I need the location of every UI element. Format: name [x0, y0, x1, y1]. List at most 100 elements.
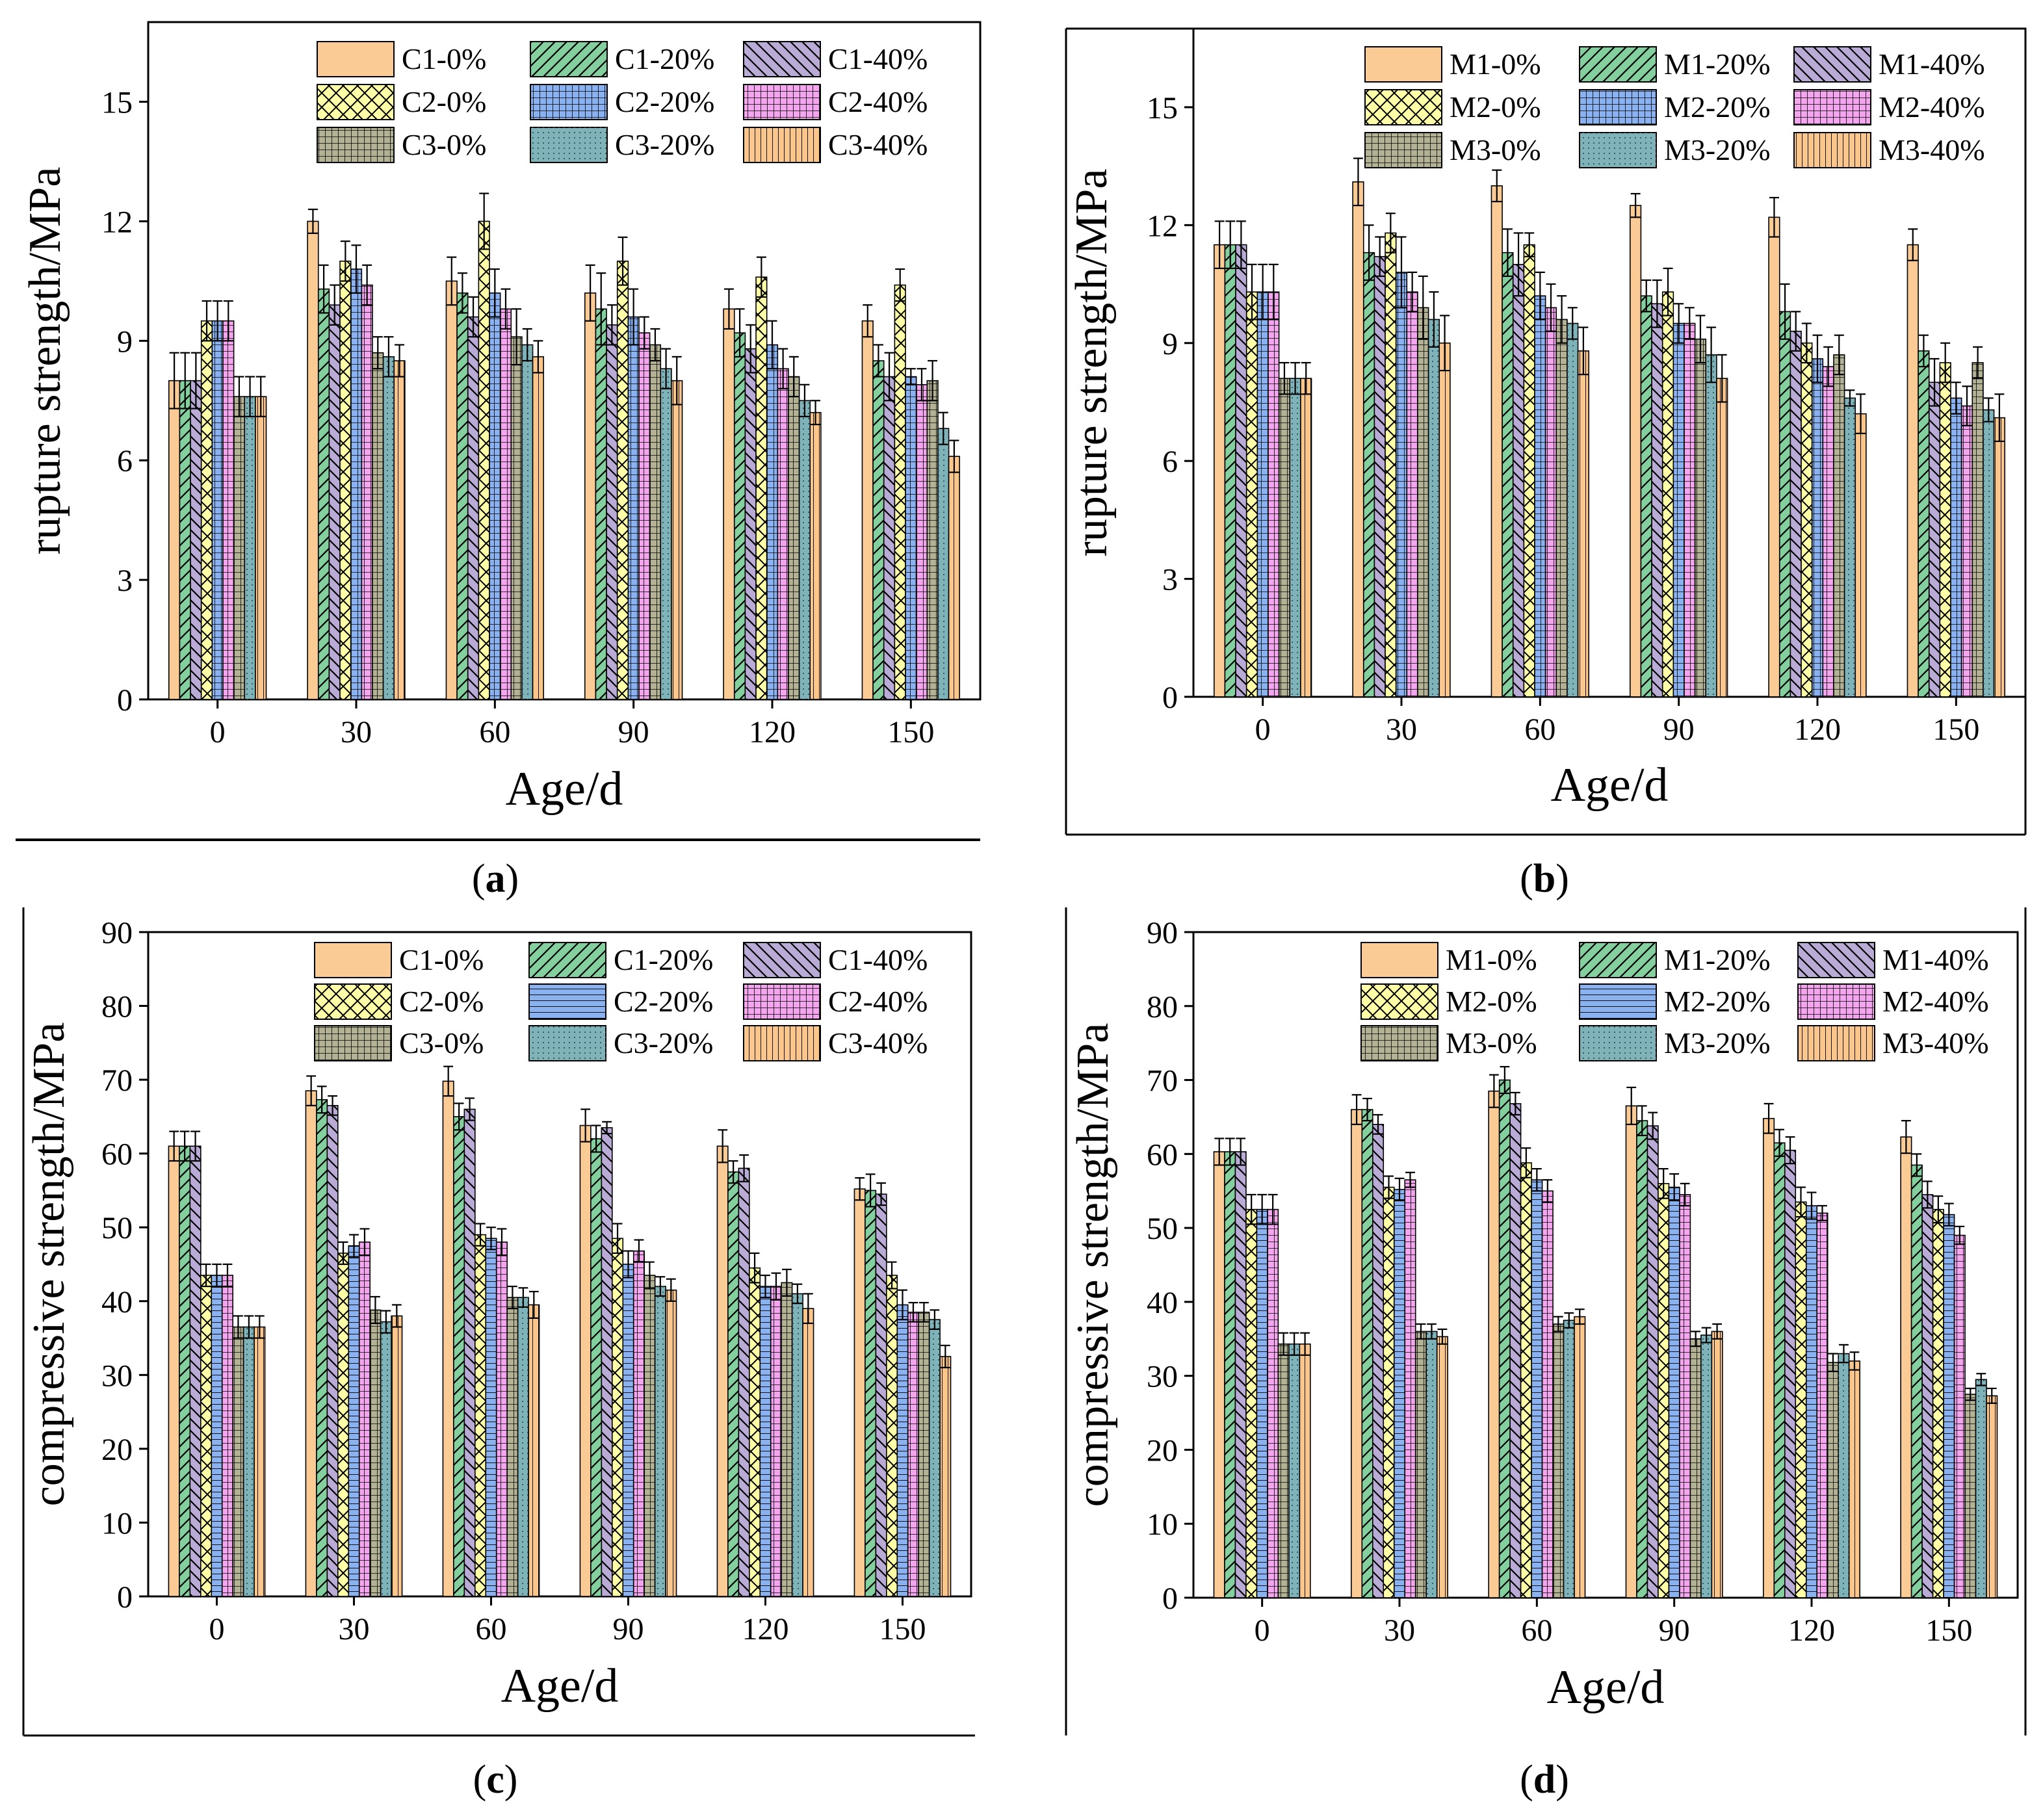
- bar-hatch: [1929, 382, 1940, 697]
- y-tick-label: 90: [1147, 916, 1178, 950]
- bar-m1-0pct-age-150: [1900, 1136, 1912, 1598]
- y-tick-label: 3: [1162, 563, 1178, 597]
- error-bar: [1648, 1112, 1658, 1140]
- error-bar: [501, 288, 511, 330]
- bar-hatch: [894, 285, 906, 700]
- error-bar: [767, 320, 777, 370]
- error-bar: [863, 304, 873, 338]
- legend-swatch-hatch: [1794, 47, 1871, 82]
- bar-m1-0pct-age-150: [1906, 244, 1919, 697]
- error-bar: [1983, 397, 1994, 422]
- error-bar: [1652, 279, 1662, 328]
- bar-hatch: [1578, 350, 1589, 697]
- error-bar: [746, 324, 756, 374]
- error-bar: [1856, 393, 1866, 434]
- bar-hatch: [738, 1168, 749, 1596]
- x-tick-label: 120: [1794, 712, 1841, 747]
- legend-swatch-hatch: [1794, 133, 1871, 168]
- error-bar: [1440, 315, 1450, 372]
- error-bar: [1524, 232, 1535, 257]
- error-bar: [212, 1263, 222, 1288]
- error-bar: [1427, 1323, 1437, 1340]
- error-bar: [1637, 1105, 1647, 1136]
- bar-hatch: [511, 337, 522, 699]
- legend-label: C2-20%: [615, 85, 714, 118]
- error-bar: [728, 1160, 738, 1184]
- bar-hatch: [1257, 292, 1268, 697]
- bar-hatch: [1965, 1394, 1976, 1598]
- bar-hatch: [655, 1286, 666, 1596]
- y-axis-label: rupture strength/MPa: [20, 167, 70, 555]
- x-tick-label: 150: [879, 1612, 926, 1646]
- bar-hatch: [1911, 1165, 1923, 1598]
- error-bar: [395, 344, 405, 378]
- error-bar: [1986, 1387, 1997, 1404]
- error-bar: [1796, 1186, 1806, 1218]
- bar-hatch: [1827, 1362, 1839, 1598]
- error-bar: [761, 1274, 770, 1299]
- error-bar: [1258, 263, 1268, 320]
- bar-hatch: [1849, 1360, 1860, 1598]
- bar-hatch: [394, 361, 405, 699]
- y-tick-label: 90: [101, 916, 133, 950]
- error-bar: [201, 1263, 211, 1288]
- legend-swatch-hatch: [744, 84, 820, 120]
- bar-hatch: [927, 380, 938, 699]
- error-bar: [1845, 389, 1855, 407]
- bar-hatch: [770, 1286, 782, 1596]
- error-bar: [1834, 334, 1844, 376]
- bar-hatch: [1855, 413, 1866, 697]
- bar-hatch: [1774, 1143, 1785, 1598]
- error-bar: [1384, 1175, 1394, 1199]
- bar-hatch: [348, 1245, 359, 1596]
- x-tick-label: 30: [341, 715, 372, 749]
- x-axis-label: Age/d: [1551, 759, 1669, 812]
- bar-hatch: [391, 1316, 402, 1596]
- error-bar: [905, 368, 916, 385]
- error-bar: [1364, 224, 1374, 281]
- bar-hatch: [486, 1238, 497, 1596]
- x-tick-label: 150: [1932, 712, 1979, 747]
- error-bar: [486, 1227, 496, 1251]
- bar-hatch: [1556, 319, 1567, 697]
- bar-hatch: [1695, 339, 1706, 697]
- legend: C1-0% C1-20% C1-40% C2-0% C2-20% C2-40% C3-0% C…: [314, 942, 928, 1061]
- legend-label: M2-40%: [1879, 90, 1985, 124]
- bar-hatch: [190, 1146, 201, 1596]
- bar-hatch: [1994, 417, 2005, 697]
- legend-label: M1-40%: [1879, 47, 1985, 81]
- bar-hatch: [383, 356, 395, 699]
- bar-hatch: [200, 1275, 212, 1596]
- legend-label: C2-0%: [399, 985, 484, 1018]
- error-bar: [319, 264, 329, 314]
- error-bar: [1502, 228, 1513, 278]
- bar-hatch: [1407, 292, 1418, 697]
- error-bar: [917, 368, 927, 402]
- error-bar: [1775, 1128, 1784, 1157]
- error-bar: [169, 1130, 179, 1162]
- bar-hatch: [590, 1138, 602, 1596]
- error-bar: [457, 272, 467, 314]
- bar-hatch: [745, 348, 757, 699]
- bar-hatch: [1961, 406, 1973, 697]
- error-bar: [778, 348, 788, 390]
- y-tick-label: 50: [1147, 1212, 1178, 1246]
- panel-c-frame: [22, 907, 975, 1737]
- bar-hatch: [929, 1320, 941, 1596]
- bar-hatch: [179, 380, 191, 699]
- x-tick-label: 0: [1255, 712, 1271, 747]
- y-tick-label: 6: [1162, 445, 1178, 479]
- error-bar: [723, 288, 734, 330]
- error-bar: [938, 411, 948, 445]
- legend-label: M3-40%: [1882, 1026, 1989, 1060]
- bar-hatch: [370, 1310, 381, 1596]
- error-bar: [661, 348, 671, 390]
- error-bar: [1812, 334, 1823, 384]
- error-bar: [718, 1129, 728, 1164]
- error-bar: [454, 1102, 464, 1131]
- bar-hatch: [1706, 354, 1717, 697]
- bar-hatch: [1784, 1150, 1796, 1598]
- legend-label: M2-0%: [1450, 90, 1541, 124]
- error-bar: [639, 316, 649, 350]
- bar-hatch: [601, 1127, 612, 1596]
